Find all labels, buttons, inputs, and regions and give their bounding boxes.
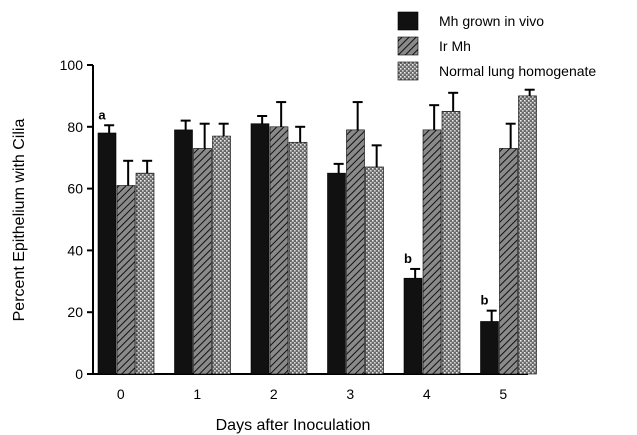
legend-label: Ir Mh [439, 38, 471, 54]
y-tick-label: 40 [67, 242, 83, 258]
bar [193, 148, 212, 375]
y-tick-label: 0 [75, 366, 83, 382]
bar [327, 172, 346, 375]
bar [346, 129, 365, 375]
legend-label: Mh grown in vivo [439, 13, 544, 29]
legend-label: Normal lung homogenate [439, 63, 596, 79]
y-tick-label: 80 [67, 119, 83, 135]
x-tick-label: 4 [423, 386, 431, 402]
x-axis-title: Days after Inoculation [216, 417, 371, 434]
legend-swatch [397, 36, 419, 56]
y-tick-label: 100 [60, 57, 84, 73]
x-tick-label: 0 [117, 386, 125, 402]
bar [97, 132, 117, 375]
legend: Mh grown in vivo Ir Mh Normal lung homogen… [397, 11, 596, 81]
legend-swatch [397, 11, 419, 31]
x-tick-label: 3 [346, 386, 354, 402]
bar [116, 185, 136, 375]
bar [480, 321, 499, 375]
bar [441, 111, 461, 375]
bar [365, 166, 384, 375]
bar [403, 277, 423, 375]
x-tick-label: 2 [270, 386, 278, 402]
bar [135, 172, 155, 375]
bar [212, 135, 231, 375]
significance-annotation: b [404, 251, 412, 266]
plot-area: 0 20 40 60 80 100 0 1 2 3 4 5 a b b [60, 57, 537, 402]
x-tick-label: 1 [193, 386, 201, 402]
x-tick-label: 5 [499, 386, 507, 402]
y-axis-title: Percent Epithelium with Cilia [11, 119, 28, 322]
significance-annotation: b [481, 293, 489, 308]
bar [174, 129, 193, 375]
bar [269, 126, 289, 375]
legend-swatch [397, 61, 419, 81]
bar [250, 123, 270, 375]
significance-annotation: a [98, 107, 106, 122]
bar [518, 95, 537, 375]
y-tick-label: 20 [67, 304, 83, 320]
y-tick-label: 60 [67, 181, 83, 197]
bar [499, 148, 518, 375]
bar [422, 129, 442, 375]
bar [288, 141, 308, 375]
